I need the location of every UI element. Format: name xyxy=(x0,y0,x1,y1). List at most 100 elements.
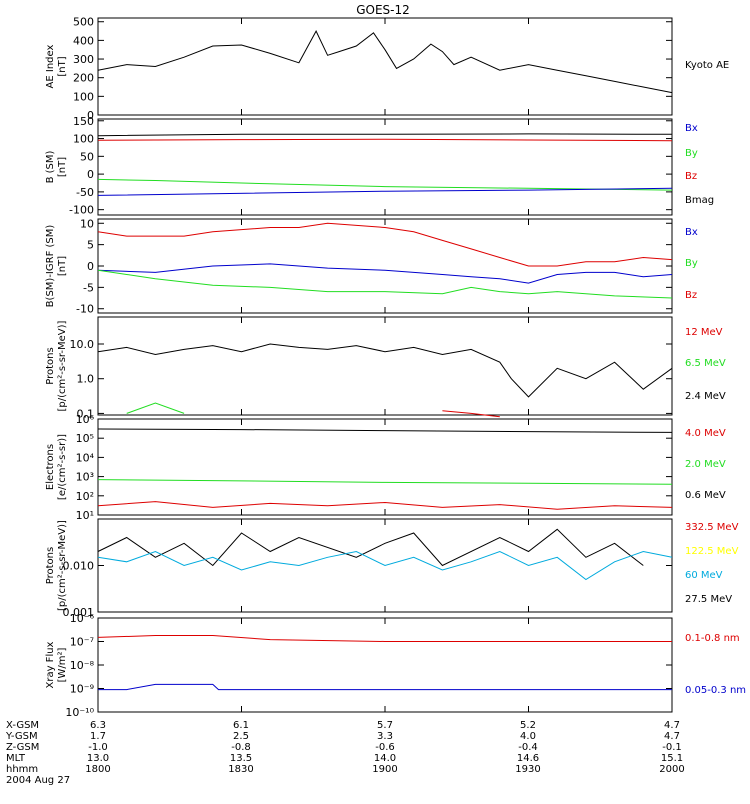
ytick-label: 50 xyxy=(80,150,94,163)
series-line-3-2 xyxy=(442,410,500,418)
legend-label: 332.5 MeV xyxy=(685,522,739,533)
y-axis-label: [nT] xyxy=(57,56,68,76)
ephemeris-row-label: Z-GSM xyxy=(6,742,39,753)
legend-label: 6.5 MeV xyxy=(685,358,726,369)
legend-label: 122.5 MeV xyxy=(685,546,739,557)
series-line-1-0 xyxy=(97,133,673,137)
legend-label: Bmag xyxy=(685,195,714,206)
ephemeris-value: 5.7 xyxy=(377,720,393,731)
ytick-label: 0.010 xyxy=(63,560,95,573)
series-line-6-1 xyxy=(98,683,672,691)
y-axis-label: [p/(cm²-s-sr-MeV)] xyxy=(57,520,68,611)
ytick-label: 10⁻⁷ xyxy=(70,636,94,649)
series-line-6-0 xyxy=(97,635,672,642)
panel-frame-6 xyxy=(97,617,673,713)
legend-label: 27.5 MeV xyxy=(685,594,732,605)
panel-frame-0 xyxy=(97,17,673,116)
y-axis-label: B (SM) xyxy=(45,150,56,183)
y-axis-label: [e/(cm²-s-sr)] xyxy=(57,434,68,500)
legend-label: By xyxy=(685,258,698,269)
series-line-0-0 xyxy=(97,29,673,94)
series-line-4-0 xyxy=(97,428,673,433)
ytick-label: 10⁻⁹ xyxy=(70,683,94,696)
series-line-3-1 xyxy=(126,402,185,414)
ytick-label: -50 xyxy=(76,186,94,199)
ephemeris-value: -0.1 xyxy=(662,742,682,753)
ytick-label: 10⁻¹⁰ xyxy=(65,706,94,719)
ephemeris-value: 5.2 xyxy=(520,720,536,731)
ephemeris-value: 2.5 xyxy=(233,731,249,742)
ytick-label: 10¹ xyxy=(76,509,94,522)
ytick-label: 0.001 xyxy=(63,606,95,619)
ephemeris-value: 1930 xyxy=(515,764,540,775)
ytick-label: 0.1 xyxy=(77,407,95,420)
panel-frame-2 xyxy=(97,218,673,314)
ytick-label: -5 xyxy=(83,281,94,294)
ephemeris-value: 14.6 xyxy=(517,753,539,764)
ytick-label: 100 xyxy=(73,133,94,146)
ytick-label: 10⁵ xyxy=(76,432,94,445)
ephemeris-value: 4.0 xyxy=(520,731,536,742)
y-axis-label: AE Index xyxy=(45,44,56,88)
ytick-label: 10 xyxy=(80,217,94,230)
ephemeris-value: 4.7 xyxy=(664,731,680,742)
legend-label: 2.4 MeV xyxy=(685,391,726,402)
ephemeris-value: -0.8 xyxy=(231,742,251,753)
ephemeris-row-label: Y-GSM xyxy=(5,731,38,742)
ytick-label: 10⁻⁶ xyxy=(70,612,95,625)
ephemeris-value: 1800 xyxy=(85,764,110,775)
y-axis-label: [p/(cm²-s-sr-MeV)] xyxy=(57,320,68,411)
ephemeris-value: -0.6 xyxy=(375,742,395,753)
ytick-label: 400 xyxy=(73,34,94,47)
legend-label: 0.05-0.3 nm xyxy=(685,685,746,696)
ytick-label: 10.0 xyxy=(70,338,95,351)
ytick-label: 0 xyxy=(87,260,94,273)
series-line-2-1 xyxy=(97,263,673,284)
legend-label: 60 MeV xyxy=(685,570,723,581)
series-line-1-3 xyxy=(97,187,673,196)
ephemeris-row-label: X-GSM xyxy=(6,720,39,731)
ephemeris-value: -1.0 xyxy=(88,742,108,753)
ytick-label: 5 xyxy=(87,239,94,252)
series-line-2-0 xyxy=(97,222,673,267)
ytick-label: 10⁻⁸ xyxy=(70,659,95,672)
legend-label: 2.0 MeV xyxy=(685,459,726,470)
ephemeris-value: 15.1 xyxy=(661,753,683,764)
ephemeris-value: 14.0 xyxy=(374,753,396,764)
ytick-label: 10³ xyxy=(76,471,94,484)
y-axis-label: Protons xyxy=(45,347,56,384)
date-label: 2004 Aug 27 xyxy=(6,775,70,786)
legend-label: Bz xyxy=(685,290,697,301)
y-axis-label: Xray Flux xyxy=(45,641,56,688)
series-line-1-2 xyxy=(97,178,673,191)
series-line-5-1 xyxy=(97,550,673,581)
ytick-label: 10² xyxy=(76,490,94,503)
ephemeris-value: 1.7 xyxy=(90,731,106,742)
ephemeris-value: 4.7 xyxy=(664,720,680,731)
ytick-label: 200 xyxy=(73,72,94,85)
series-line-2-2 xyxy=(97,269,673,299)
ephemeris-row-label: hhmm xyxy=(6,764,38,775)
legend-label: 0.1-0.8 nm xyxy=(685,633,740,644)
y-axis-label: Electrons xyxy=(45,444,56,490)
legend-label: By xyxy=(685,148,698,159)
y-axis-label: Protons xyxy=(45,547,56,584)
ephemeris-value: 1830 xyxy=(228,764,253,775)
legend-label: Bz xyxy=(685,171,697,182)
ytick-label: 0 xyxy=(87,109,94,122)
ephemeris-value: 2000 xyxy=(659,764,684,775)
ephemeris-value: 13.0 xyxy=(87,753,109,764)
ytick-label: 300 xyxy=(73,53,94,66)
figure-title: GOES-12 xyxy=(356,3,410,17)
series-line-4-2 xyxy=(97,501,673,510)
y-axis-label: B(SM)-IGRF (SM) xyxy=(45,225,56,308)
ephemeris-value: 6.1 xyxy=(233,720,249,731)
legend-label: Bx xyxy=(685,227,698,238)
series-line-5-0 xyxy=(97,528,644,567)
legend-label: 0.6 MeV xyxy=(685,490,726,501)
panel-frame-3 xyxy=(97,316,673,416)
ytick-label: -10 xyxy=(76,303,94,316)
ytick-label: 10⁶ xyxy=(76,413,95,426)
ytick-label: 10⁴ xyxy=(76,451,95,464)
